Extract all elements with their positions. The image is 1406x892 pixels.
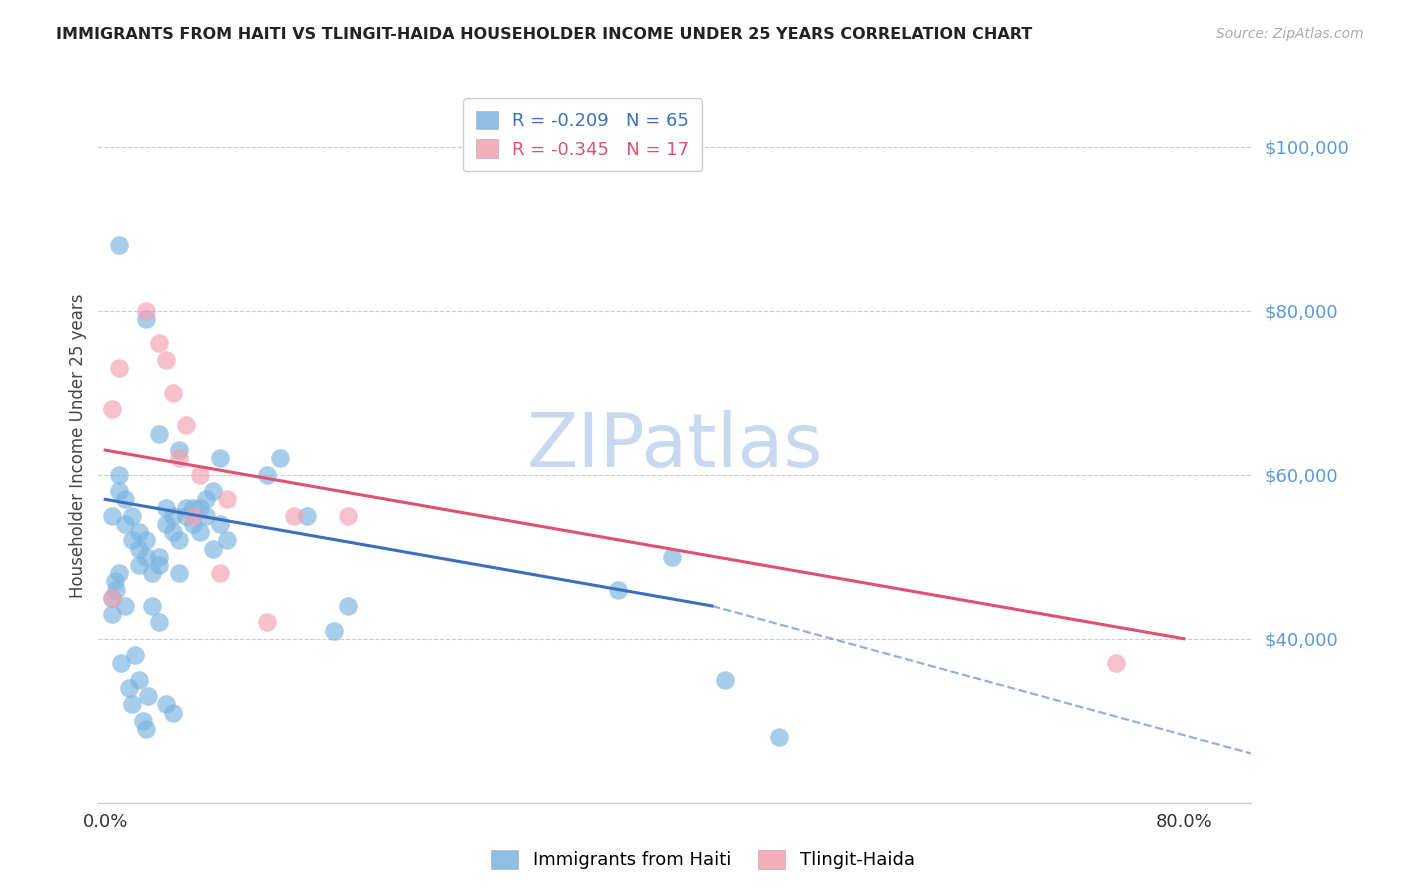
Point — [107, 238, 129, 252]
Point — [208, 451, 231, 466]
Point — [155, 516, 177, 531]
Point — [136, 689, 159, 703]
Point — [141, 566, 163, 581]
Point — [135, 533, 157, 548]
Point — [162, 525, 184, 540]
Point — [174, 500, 197, 515]
Point — [181, 508, 204, 523]
Point — [135, 549, 157, 564]
Point — [128, 558, 150, 572]
Point — [297, 508, 319, 523]
Legend: Immigrants from Haiti, Tlingit-Haida: Immigrants from Haiti, Tlingit-Haida — [482, 841, 924, 879]
Point — [107, 361, 129, 376]
Point — [181, 500, 204, 515]
Point — [101, 607, 124, 622]
Text: ZIPatlas: ZIPatlas — [527, 409, 823, 483]
Point — [256, 467, 278, 482]
Point — [174, 418, 197, 433]
Point — [135, 303, 157, 318]
Point — [101, 508, 124, 523]
Point — [128, 541, 150, 556]
Point — [128, 525, 150, 540]
Point — [162, 508, 184, 523]
Point — [141, 599, 163, 613]
Y-axis label: Householder Income Under 25 years: Householder Income Under 25 years — [69, 293, 87, 599]
Point — [124, 648, 146, 662]
Point — [336, 508, 359, 523]
Point — [114, 516, 136, 531]
Point — [107, 467, 129, 482]
Point — [121, 698, 143, 712]
Point — [336, 599, 359, 613]
Point — [132, 714, 155, 728]
Point — [101, 402, 124, 417]
Point — [155, 352, 177, 367]
Point — [155, 500, 177, 515]
Point — [162, 706, 184, 720]
Point — [661, 549, 683, 564]
Point — [169, 443, 191, 458]
Point — [195, 508, 218, 523]
Point — [323, 624, 346, 638]
Point — [114, 492, 136, 507]
Point — [208, 566, 231, 581]
Point — [118, 681, 141, 695]
Point — [101, 591, 124, 605]
Point — [215, 533, 238, 548]
Point — [181, 516, 204, 531]
Point — [195, 492, 218, 507]
Point — [256, 615, 278, 630]
Point — [606, 582, 628, 597]
Point — [1105, 657, 1128, 671]
Point — [107, 484, 129, 499]
Point — [104, 582, 127, 597]
Point — [135, 722, 157, 736]
Point — [155, 698, 177, 712]
Point — [269, 451, 291, 466]
Point — [128, 673, 150, 687]
Point — [148, 336, 170, 351]
Point — [104, 574, 127, 589]
Point — [768, 730, 790, 744]
Point — [188, 525, 211, 540]
Point — [148, 549, 170, 564]
Point — [169, 451, 191, 466]
Point — [188, 467, 211, 482]
Point — [148, 426, 170, 441]
Point — [121, 508, 143, 523]
Point — [101, 591, 124, 605]
Text: Source: ZipAtlas.com: Source: ZipAtlas.com — [1216, 27, 1364, 41]
Text: IMMIGRANTS FROM HAITI VS TLINGIT-HAIDA HOUSEHOLDER INCOME UNDER 25 YEARS CORRELA: IMMIGRANTS FROM HAITI VS TLINGIT-HAIDA H… — [56, 27, 1032, 42]
Point — [188, 500, 211, 515]
Point — [169, 533, 191, 548]
Point — [202, 541, 225, 556]
Point — [202, 484, 225, 499]
Point — [174, 508, 197, 523]
Point — [283, 508, 305, 523]
Point — [215, 492, 238, 507]
Point — [714, 673, 737, 687]
Point — [110, 657, 132, 671]
Point — [121, 533, 143, 548]
Point — [135, 311, 157, 326]
Point — [208, 516, 231, 531]
Point — [114, 599, 136, 613]
Point — [148, 615, 170, 630]
Point — [169, 566, 191, 581]
Point — [107, 566, 129, 581]
Legend: R = -0.209   N = 65, R = -0.345   N = 17: R = -0.209 N = 65, R = -0.345 N = 17 — [464, 98, 702, 171]
Point — [162, 385, 184, 400]
Point — [148, 558, 170, 572]
